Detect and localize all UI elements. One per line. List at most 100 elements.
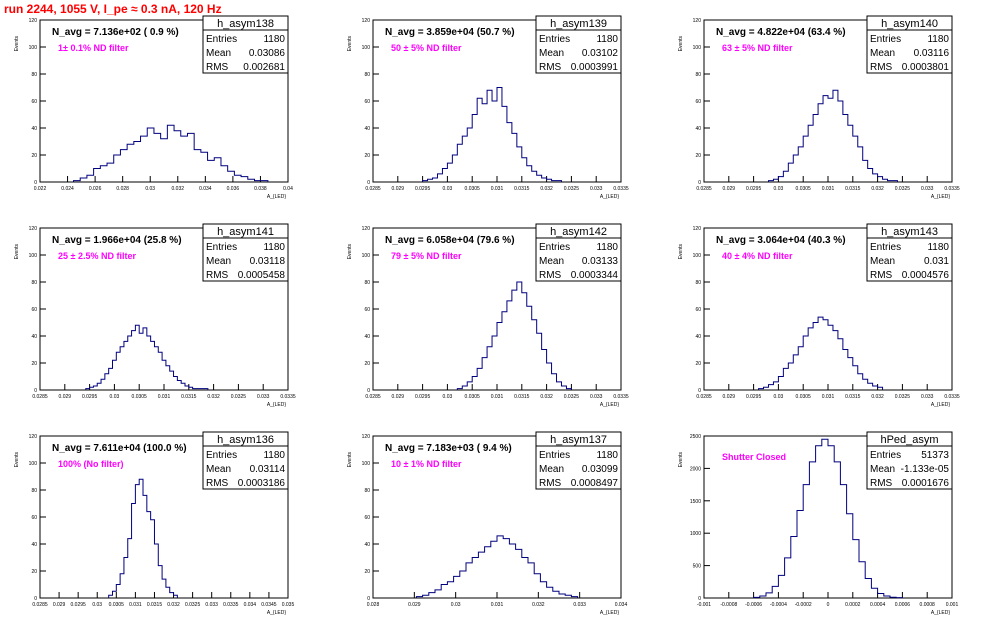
stat-value: 0.0003344 xyxy=(571,270,619,281)
y-tick-label: 100 xyxy=(362,253,371,259)
stat-value: 1180 xyxy=(263,242,285,253)
y-tick-label: 80 xyxy=(31,280,37,286)
y-tick-label: 80 xyxy=(31,72,37,78)
stat-value: 1180 xyxy=(263,34,285,45)
y-tick-label: 0 xyxy=(367,388,370,394)
x-tick-label: 0.033 xyxy=(205,602,218,608)
x-axis-title: A_{LED} xyxy=(267,194,287,200)
x-tick-label: 0 xyxy=(827,602,830,608)
histogram-panel-hPed_asym: 0 500 1000 1500 2000 2500 Events -0.001 -0.0008 -… xyxy=(678,431,959,616)
histogram-panel-h_asym143: 0 20 40 60 80 100 120 Events 0.0285 0.029 0.0295 0.… xyxy=(678,223,960,408)
x-tick-label: 0.0004 xyxy=(870,602,886,608)
stat-label: Mean xyxy=(539,464,564,475)
stats-box xyxy=(535,223,622,282)
stat-label: RMS xyxy=(539,478,562,489)
stat-value: 0.0005458 xyxy=(238,270,286,281)
histogram-line xyxy=(422,87,562,182)
y-tick-label: 120 xyxy=(693,226,702,232)
stat-value: 0.0008497 xyxy=(571,478,619,489)
x-tick-label: 0.0305 xyxy=(465,394,481,400)
stat-value: 0.03086 xyxy=(249,48,286,59)
y-tick-label: 60 xyxy=(31,99,37,105)
x-tick-label: 0.0315 xyxy=(514,186,530,192)
histogram-line xyxy=(85,324,209,390)
filter-annotation: 50 ± 5% ND filter xyxy=(391,43,462,53)
stat-label: Entries xyxy=(206,242,237,253)
y-tick-label: 40 xyxy=(31,542,37,548)
x-tick-label: 0.031 xyxy=(491,394,504,400)
x-tick-label: 0.0335 xyxy=(280,394,296,400)
y-tick-label: 20 xyxy=(31,153,37,159)
x-tick-label: 0.0006 xyxy=(895,602,911,608)
x-tick-label: 0.0285 xyxy=(696,394,712,400)
y-tick-label: 100 xyxy=(693,45,702,51)
y-tick-label: 1000 xyxy=(690,531,701,537)
stats-box xyxy=(202,223,289,282)
y-tick-label: 60 xyxy=(695,99,701,105)
x-tick-label: 0.0335 xyxy=(613,394,629,400)
x-tick-label: 0.0345 xyxy=(261,602,277,608)
histogram-line xyxy=(753,438,903,599)
y-tick-label: 2500 xyxy=(690,434,701,440)
x-tick-label: 0.0295 xyxy=(746,394,762,400)
n-avg-label: N_avg = 3.859e+04 (50.7 %) xyxy=(385,27,515,38)
stat-label: Mean xyxy=(206,48,231,59)
y-tick-label: 120 xyxy=(29,226,38,232)
stat-label: Mean xyxy=(870,48,895,59)
x-tick-label: 0.03 xyxy=(451,602,461,608)
x-tick-label: 0.033 xyxy=(590,186,603,192)
histogram-name: h_asym137 xyxy=(550,434,607,446)
y-tick-label: 60 xyxy=(364,515,370,521)
y-tick-label: 40 xyxy=(364,126,370,132)
x-tick-label: 0.029 xyxy=(723,394,736,400)
y-tick-label: 40 xyxy=(364,542,370,548)
histogram-line xyxy=(108,478,178,598)
x-tick-label: 0.036 xyxy=(227,186,240,192)
y-tick-label: 120 xyxy=(29,18,38,24)
histogram-panel-h_asym137: 0 20 40 60 80 100 120 Events 0.028 0.029 0.03 0.031… xyxy=(347,431,627,616)
x-tick-label: 0.034 xyxy=(244,602,257,608)
stats-box xyxy=(866,223,953,282)
y-tick-label: 80 xyxy=(364,72,370,78)
y-tick-label: 0 xyxy=(34,596,37,602)
x-tick-label: 0.0325 xyxy=(564,186,580,192)
x-tick-label: 0.03 xyxy=(774,394,784,400)
y-tick-label: 100 xyxy=(29,45,38,51)
x-tick-label: -0.0006 xyxy=(745,602,762,608)
stats-box xyxy=(535,431,622,490)
x-tick-label: 0.032 xyxy=(871,394,884,400)
x-tick-label: 0.0305 xyxy=(796,394,812,400)
x-tick-label: 0.04 xyxy=(283,186,293,192)
filter-annotation: 1± 0.1% ND filter xyxy=(58,43,129,53)
y-tick-label: 80 xyxy=(31,488,37,494)
stat-value: 0.0003186 xyxy=(238,478,286,489)
x-tick-label: 0.0305 xyxy=(796,186,812,192)
x-axis-title: A_{LED} xyxy=(600,194,620,200)
x-tick-label: 0.032 xyxy=(540,186,553,192)
stats-box xyxy=(866,431,953,490)
stat-label: Entries xyxy=(870,34,901,45)
y-axis-title: Events xyxy=(14,244,20,260)
filter-annotation: Shutter Closed xyxy=(722,452,786,462)
stats-box xyxy=(202,15,289,74)
stat-label: Entries xyxy=(539,242,570,253)
x-tick-label: 0.001 xyxy=(946,602,959,608)
stat-value: 0.03118 xyxy=(250,256,286,267)
histogram-panel-h_asym141: 0 20 40 60 80 100 120 Events 0.0285 0.029 0.0295 0.… xyxy=(14,223,296,408)
x-tick-label: 0.0295 xyxy=(746,186,762,192)
y-tick-label: 20 xyxy=(31,569,37,575)
y-tick-label: 60 xyxy=(695,307,701,313)
n-avg-label: N_avg = 3.064e+04 (40.3 %) xyxy=(716,235,846,246)
x-tick-label: 0.035 xyxy=(282,602,295,608)
x-tick-label: 0.033 xyxy=(590,394,603,400)
x-tick-label: 0.0295 xyxy=(415,394,431,400)
stat-label: Mean xyxy=(870,464,895,475)
y-axis-title: Events xyxy=(14,452,20,468)
y-axis-title: Events xyxy=(14,36,20,52)
x-tick-label: 0.031 xyxy=(158,394,171,400)
stat-label: Mean xyxy=(206,256,231,267)
x-tick-label: 0.0008 xyxy=(920,602,936,608)
x-tick-label: 0.026 xyxy=(89,186,102,192)
x-tick-label: 0.0315 xyxy=(845,394,861,400)
